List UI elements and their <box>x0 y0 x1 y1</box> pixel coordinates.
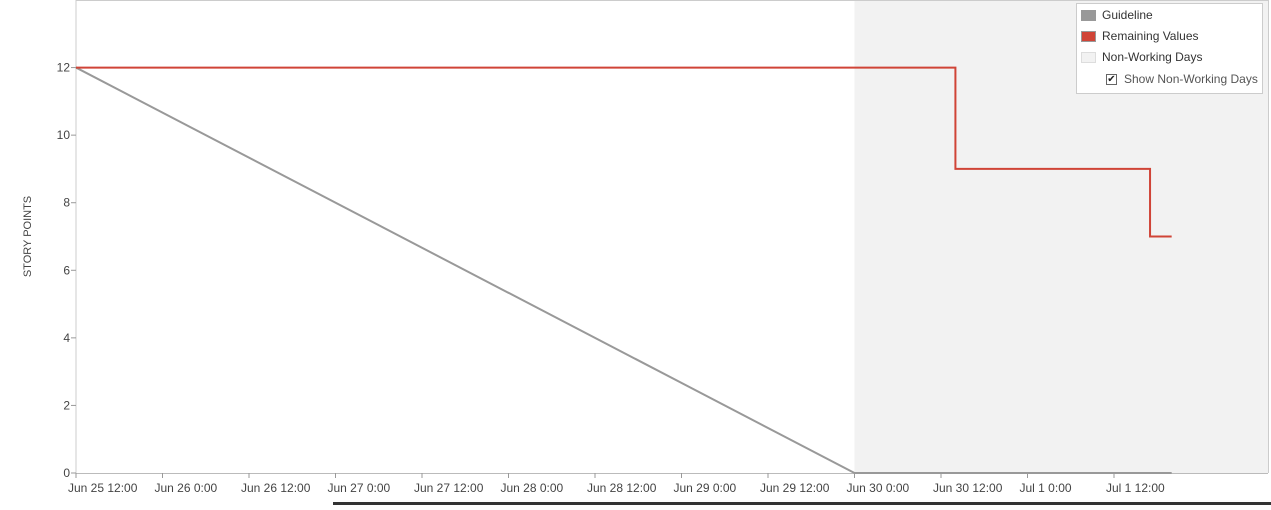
x-tick-label: Jun 26 0:00 <box>155 481 218 495</box>
show-non-working-days-label: Show Non-Working Days <box>1124 72 1258 86</box>
legend-item-guideline[interactable]: Guideline <box>1081 7 1153 23</box>
x-tick-label: Jun 30 0:00 <box>847 481 910 495</box>
x-tick-label: Jun 30 12:00 <box>933 481 1003 495</box>
y-tick-label: 10 <box>57 128 71 142</box>
x-tick-label: Jul 1 12:00 <box>1106 481 1165 495</box>
legend-swatch-guideline <box>1081 9 1096 21</box>
series-line-guideline <box>75 66 1172 474</box>
y-tick-label: 0 <box>63 466 70 480</box>
x-tick-label: Jun 27 12:00 <box>414 481 484 495</box>
y-tick-label: 12 <box>57 61 71 75</box>
legend-item-non-working-days[interactable]: Non-Working Days <box>1081 49 1202 65</box>
x-tick-label: Jun 29 0:00 <box>674 481 737 495</box>
y-axis-label: STORY POINTS <box>22 196 34 277</box>
x-tick-label: Jun 25 12:00 <box>68 481 138 495</box>
show-non-working-days-toggle[interactable]: ✔ Show Non-Working Days <box>1106 72 1258 86</box>
y-tick-label: 2 <box>63 398 70 412</box>
series-line-remaining-values <box>76 66 1172 238</box>
legend-label-non-working-days: Non-Working Days <box>1102 50 1203 64</box>
x-tick-label: Jun 27 0:00 <box>328 481 391 495</box>
x-tick-label: Jun 29 12:00 <box>760 481 830 495</box>
legend-item-remaining-values[interactable]: Remaining Values <box>1081 28 1199 44</box>
bottom-scroll-bar <box>333 502 1271 505</box>
x-tick-label: Jun 28 0:00 <box>501 481 564 495</box>
x-tick-label: Jun 26 12:00 <box>241 481 311 495</box>
legend-swatch-remaining-values <box>1081 30 1096 42</box>
x-tick-label: Jun 28 12:00 <box>587 481 657 495</box>
y-tick-label: 6 <box>63 263 70 277</box>
show-non-working-days-checkbox[interactable]: ✔ <box>1106 73 1117 85</box>
legend-label-remaining-values: Remaining Values <box>1102 29 1199 43</box>
legend-swatch-non-working-days <box>1081 51 1096 63</box>
x-tick-label: Jul 1 0:00 <box>1020 481 1072 495</box>
chart-legend: Guideline Remaining Values Non-Working D… <box>1076 3 1263 94</box>
y-tick-label: 8 <box>63 196 70 210</box>
y-tick-label: 4 <box>63 331 70 345</box>
legend-label-guideline: Guideline <box>1102 8 1153 22</box>
